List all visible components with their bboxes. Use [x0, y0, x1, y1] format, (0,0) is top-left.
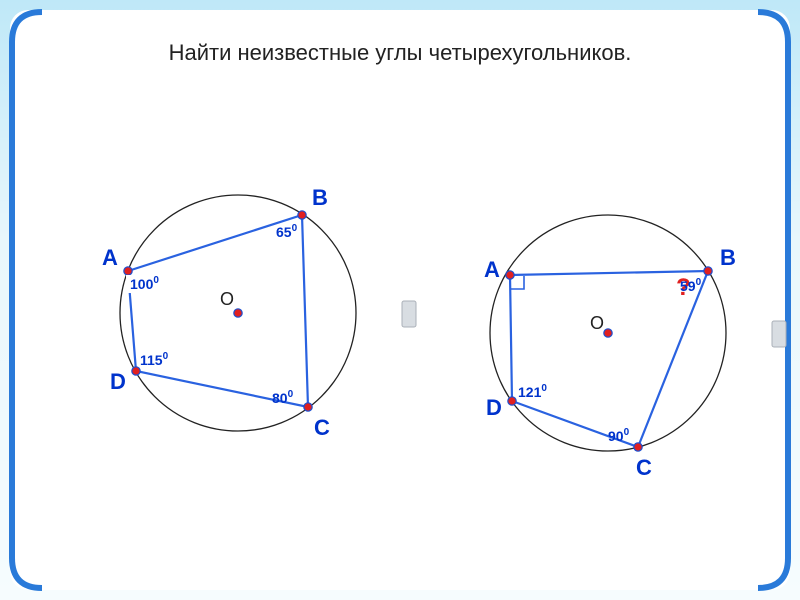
vertex-A-right [506, 271, 514, 279]
vertex-label-D-right: D [486, 395, 502, 420]
vertex-B-right [704, 267, 712, 275]
angle-label-B-right: 590 [680, 277, 702, 294]
hint-button-left[interactable] [402, 301, 416, 327]
angle-label-D-right: 1210 [518, 383, 547, 400]
slide: Найти неизвестные углы четырехугольников… [0, 0, 800, 600]
figure-right: ОAB?590C900D1210 [450, 175, 766, 491]
vertex-label-D-left: D [110, 369, 126, 394]
page-title: Найти неизвестные углы четырехугольников… [0, 40, 800, 66]
figure-left: ОA1000B650C800D1150 [80, 155, 396, 471]
vertex-D-left [132, 367, 140, 375]
quadrilateral-left [128, 215, 308, 407]
hint-button-right[interactable] [772, 321, 786, 347]
center-label-right: О [590, 313, 604, 333]
center-label-left: О [220, 289, 234, 309]
vertex-D-right [508, 397, 516, 405]
vertex-label-A-left: A [102, 245, 118, 270]
vertex-label-C-left: C [314, 415, 330, 440]
center-point-right [604, 329, 612, 337]
vertex-C-right [634, 443, 642, 451]
vertex-C-left [304, 403, 312, 411]
angle-label-C-right: 900 [608, 427, 630, 444]
angle-label-B-left: 650 [276, 223, 298, 240]
vertex-B-left [298, 211, 306, 219]
angle-label-D-left: 1150 [140, 351, 169, 368]
vertex-label-A-right: A [484, 257, 500, 282]
vertex-label-B-right: B [720, 245, 736, 270]
vertex-label-B-left: B [312, 185, 328, 210]
center-point-left [234, 309, 242, 317]
vertex-A-left [124, 267, 132, 275]
vertex-label-C-right: C [636, 455, 652, 480]
